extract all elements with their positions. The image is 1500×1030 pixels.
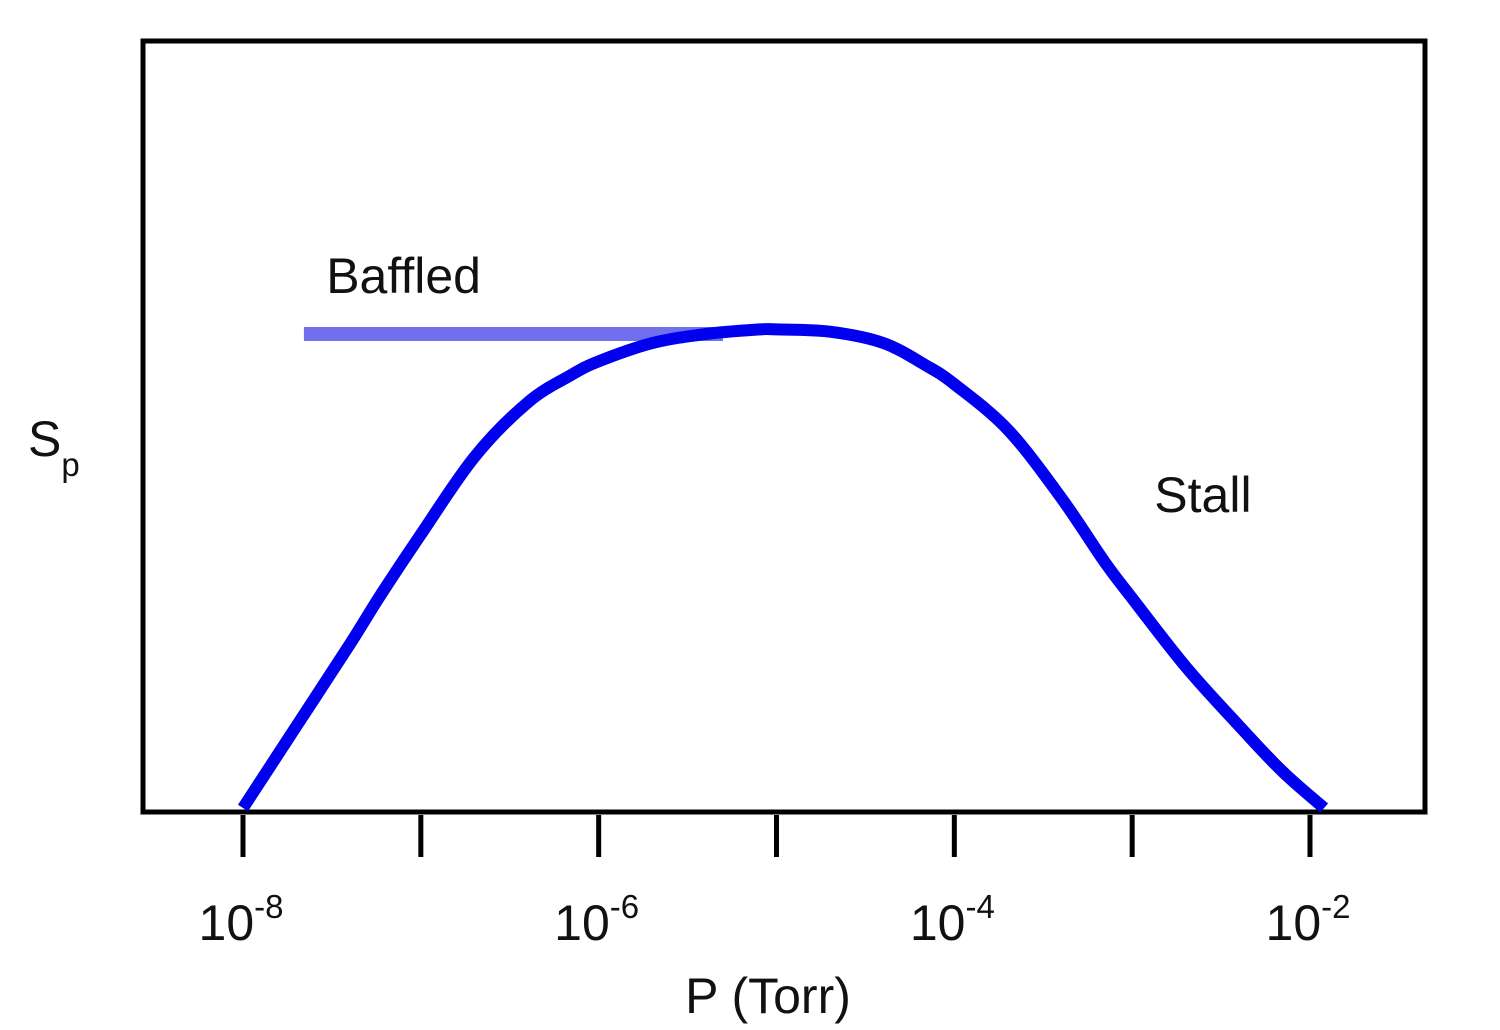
plot-series [237,323,1329,813]
pumping-speed-curve [237,323,1329,813]
annotation-baffled: Baffled [326,248,481,304]
x-tick-label-base: 10 [554,895,610,951]
y-axis-label: Sp [28,411,80,483]
annotation-stall: Stall [1154,467,1251,523]
x-tick-label-1: 10-6 [554,888,639,951]
x-tick-label-0: 10-8 [199,888,284,951]
x-tick-label-3: 10-2 [1266,888,1351,951]
x-tick-label-exponent: -2 [1321,888,1350,925]
x-tick-label-exponent: -6 [610,888,639,925]
x-axis-ticks [240,815,1313,857]
x-tick-label-exponent: -4 [965,888,994,925]
y-axis-label-subscript: p [61,446,79,483]
x-tick-label-exponent: -8 [254,888,283,925]
x-tick-label-2: 10-4 [910,888,995,951]
x-axis-label: P (Torr) [685,968,851,1024]
x-tick-label-base: 10 [199,895,255,951]
y-axis-label-main: S [28,411,61,467]
x-tick-label-base: 10 [910,895,966,951]
annotations: Baffled Stall [326,248,1251,523]
x-axis-tick-labels: 10-8 10-6 10-4 10-2 [199,888,1351,951]
plot-frame [140,38,1428,815]
x-tick-label-base: 10 [1266,895,1322,951]
